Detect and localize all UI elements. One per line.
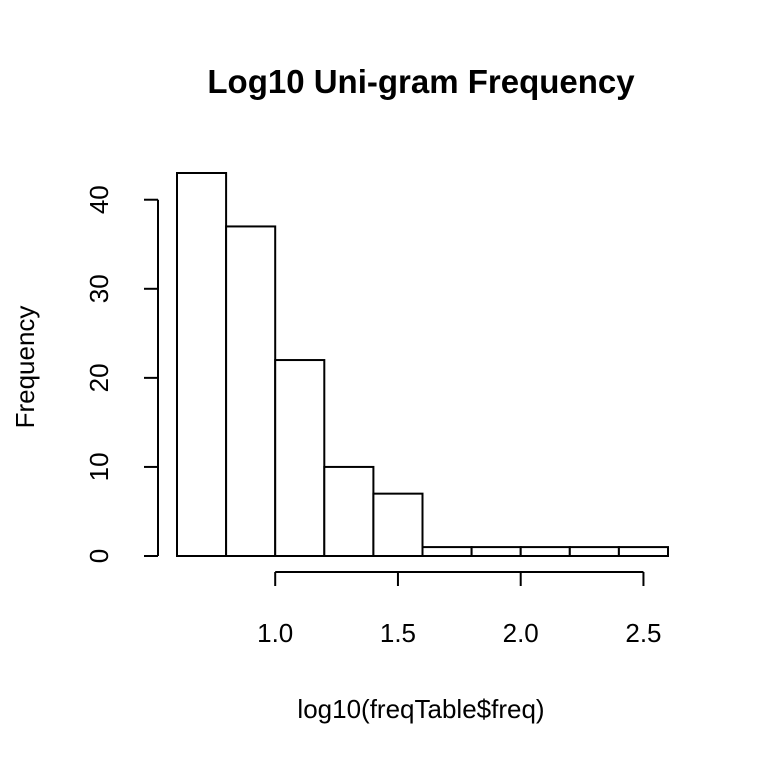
- x-tick-label: 1.0: [257, 618, 293, 648]
- histogram-bar-3: [274, 359, 326, 557]
- y-tick-label: 20: [84, 363, 114, 392]
- histogram-bar-9: [568, 546, 620, 557]
- y-tick-label: 30: [84, 274, 114, 303]
- histogram-bar-7: [470, 546, 522, 557]
- histogram-bar-5: [372, 492, 424, 557]
- x-tick-label: 2.5: [625, 618, 661, 648]
- histogram-bar-10: [617, 546, 670, 557]
- histogram-bar-8: [519, 546, 571, 557]
- y-tick-label: 40: [84, 185, 114, 214]
- histogram-bar-1: [176, 172, 228, 557]
- x-tick-label: 1.5: [380, 618, 416, 648]
- x-tick-label: 2.0: [503, 618, 539, 648]
- y-axis: 0 10 20 30 40: [84, 185, 159, 563]
- y-tick-label: 10: [84, 452, 114, 481]
- histogram-bar-4: [323, 465, 375, 558]
- histogram-bar-6: [421, 546, 473, 557]
- x-axis-label: log10(freqTable$freq): [297, 694, 544, 724]
- histogram-bar-2: [225, 225, 277, 557]
- x-axis: 1.0 1.5 2.0 2.5: [257, 571, 662, 648]
- y-tick-label: 0: [84, 549, 114, 563]
- chart-title: Log10 Uni-gram Frequency: [207, 63, 635, 100]
- y-axis-label: Frequency: [10, 306, 40, 429]
- bars-group: [176, 172, 670, 558]
